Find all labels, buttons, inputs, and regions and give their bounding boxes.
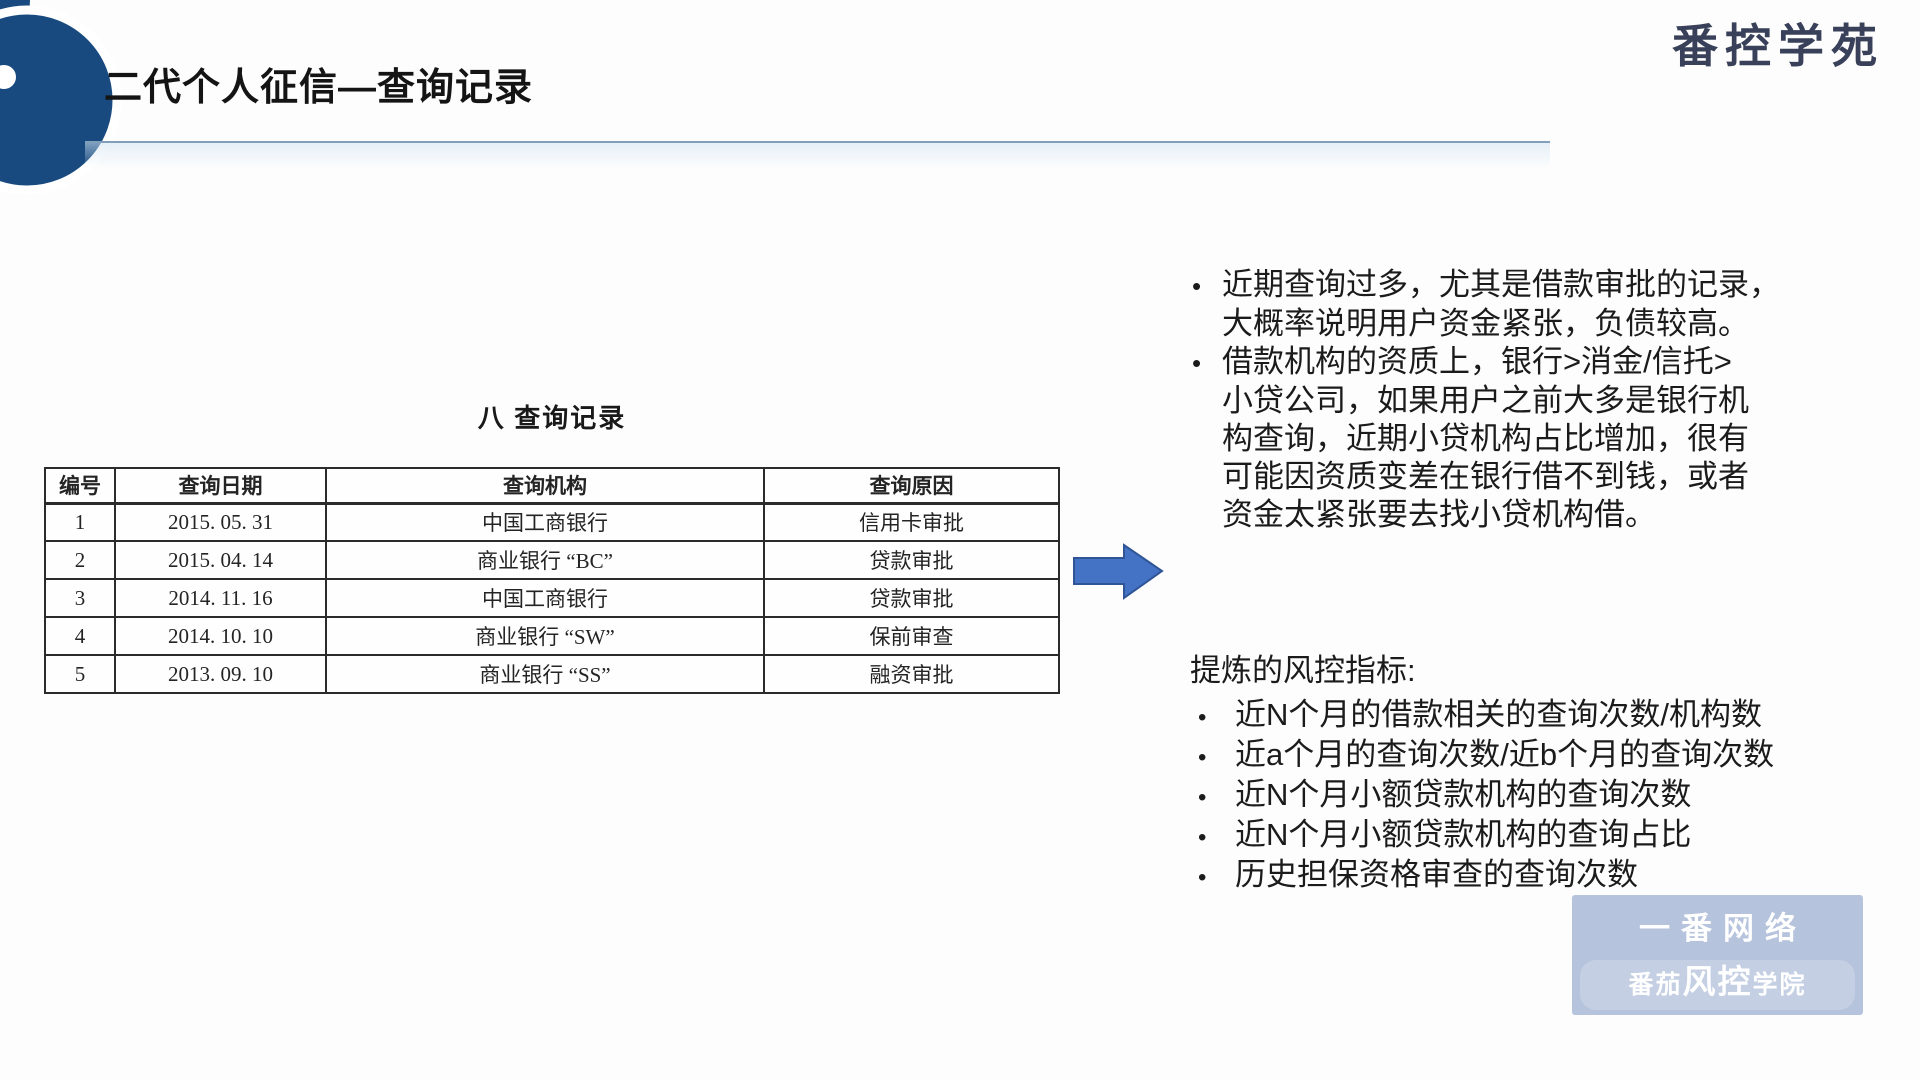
cell-date: 2015. 05. 31 xyxy=(114,502,327,542)
table-row: 2 2015. 04. 14 商业银行 “BC” 贷款审批 xyxy=(44,540,1060,580)
cell-org: 商业银行 “SS” xyxy=(325,654,765,694)
table-row: 3 2014. 11. 16 中国工商银行 贷款审批 xyxy=(44,578,1060,618)
badge-inner-band xyxy=(1580,960,1855,1010)
inquiry-records-table: 编号 查询日期 查询机构 查询原因 1 2015. 05. 31 中国工商银行 … xyxy=(44,467,1060,694)
column-header-org: 查询机构 xyxy=(325,467,765,505)
risk-indicators: 提炼的风控指标: • 近N个月的借款相关的查询次数/机构数 • 近a个月的查询次数/… xyxy=(1190,652,1870,896)
white-dot-shape xyxy=(0,65,16,89)
indicator-item: • 近N个月的借款相关的查询次数/机构数 xyxy=(1190,696,1870,736)
corner-circle-decoration xyxy=(0,0,122,195)
cell-no: 4 xyxy=(44,616,116,656)
column-header-no: 编号 xyxy=(44,467,116,505)
indicator-item: • 近N个月小额贷款机构的查询占比 xyxy=(1190,816,1870,856)
brand-logo: 番控学苑 xyxy=(1672,20,1884,72)
indicator-text: 近a个月的查询次数/近b个月的查询次数 xyxy=(1235,737,1775,772)
cell-date: 2014. 10. 10 xyxy=(114,616,327,656)
cell-org: 商业银行 “SW” xyxy=(325,616,765,656)
cell-reason: 保前审查 xyxy=(763,616,1060,656)
cell-reason: 信用卡审批 xyxy=(763,502,1060,542)
bullet-marker: • xyxy=(1198,824,1207,851)
analysis-text: 大概率说明用户资金紧张，负债较高。 xyxy=(1222,306,1749,341)
analysis-line: 资金太紧张要去找小贷机构借。 xyxy=(1192,496,1857,534)
analysis-text: 资金太紧张要去找小贷机构借。 xyxy=(1222,497,1656,532)
indicators-heading: 提炼的风控指标: xyxy=(1190,653,1416,688)
arrow-shape xyxy=(1073,543,1164,600)
badge-company-name: 一番网络 xyxy=(1639,911,1807,946)
cell-org: 中国工商银行 xyxy=(325,502,765,542)
indicator-text: 近N个月小额贷款机构的查询占比 xyxy=(1235,817,1692,852)
bullet-marker: • xyxy=(1192,348,1202,378)
table-row: 1 2015. 05. 31 中国工商银行 信用卡审批 xyxy=(44,502,1060,542)
right-arrow-icon xyxy=(1073,543,1164,600)
cell-reason: 融资审批 xyxy=(763,654,1060,694)
bullet-marker: • xyxy=(1198,704,1207,731)
page-title: 二代个人征信—查询记录 xyxy=(104,67,534,109)
bullet-marker: • xyxy=(1198,744,1207,771)
analysis-text: 构查询，近期小贷机构占比增加，很有 xyxy=(1222,421,1749,456)
cell-date: 2014. 11. 16 xyxy=(114,578,327,618)
analysis-notes: • 近期查询过多，尤其是借款审批的记录， 大概率说明用户资金紧张，负债较高。 • 借… xyxy=(1192,266,1857,534)
cell-no: 3 xyxy=(44,578,116,618)
cell-no: 5 xyxy=(44,654,116,694)
table-row: 5 2013. 09. 10 商业银行 “SS” 融资审批 xyxy=(44,654,1060,694)
analysis-line: 小贷公司，如果用户之前大多是银行机 xyxy=(1192,382,1857,420)
analysis-text: 近期查询过多，尤其是借款审批的记录， xyxy=(1222,267,1780,302)
indicator-text: 近N个月小额贷款机构的查询次数 xyxy=(1235,777,1692,812)
title-divider xyxy=(85,141,1550,143)
bullet-marker: • xyxy=(1192,271,1202,301)
badge-academy-emphasis: 风控 xyxy=(1682,963,1753,1000)
indicator-item: • 历史担保资格审查的查询次数 xyxy=(1190,856,1870,896)
cell-date: 2015. 04. 14 xyxy=(114,540,327,580)
cell-reason: 贷款审批 xyxy=(763,578,1060,618)
indicator-item: • 近a个月的查询次数/近b个月的查询次数 xyxy=(1190,736,1870,776)
table-caption: 八 查询记录 xyxy=(477,404,627,433)
cell-no: 1 xyxy=(44,502,116,542)
bullet-marker: • xyxy=(1198,864,1207,891)
analysis-line: 构查询，近期小贷机构占比增加，很有 xyxy=(1192,420,1857,458)
analysis-text: 小贷公司，如果用户之前大多是银行机 xyxy=(1222,383,1749,418)
cell-date: 2013. 09. 10 xyxy=(114,654,327,694)
bullet-marker: • xyxy=(1198,784,1207,811)
indicator-text: 近N个月的借款相关的查询次数/机构数 xyxy=(1235,697,1762,732)
cell-reason: 贷款审批 xyxy=(763,540,1060,580)
title-divider-glow xyxy=(85,143,1550,169)
table-row: 4 2014. 10. 10 商业银行 “SW” 保前审查 xyxy=(44,616,1060,656)
column-header-reason: 查询原因 xyxy=(763,467,1060,505)
indicator-item: • 近N个月小额贷款机构的查询次数 xyxy=(1190,776,1870,816)
footer-brand-badge: 一番网络 番茄风控学院 xyxy=(1572,895,1863,1015)
analysis-text: 借款机构的资质上，银行>消金/信托> xyxy=(1222,344,1732,379)
cell-no: 2 xyxy=(44,540,116,580)
indicator-text: 历史担保资格审查的查询次数 xyxy=(1235,857,1638,892)
badge-academy-suffix: 学院 xyxy=(1752,971,1807,999)
badge-academy-name: 番茄风控学院 xyxy=(1572,955,1863,1003)
cell-org: 中国工商银行 xyxy=(325,578,765,618)
badge-academy-prefix: 番茄 xyxy=(1628,971,1683,999)
table-header-row: 编号 查询日期 查询机构 查询原因 xyxy=(44,467,1060,505)
cell-org: 商业银行 “BC” xyxy=(325,540,765,580)
analysis-line: 大概率说明用户资金紧张，负债较高。 xyxy=(1192,305,1857,343)
analysis-line: 可能因资质变差在银行借不到钱，或者 xyxy=(1192,458,1857,496)
analysis-line: • 近期查询过多，尤其是借款审批的记录， xyxy=(1192,266,1857,305)
column-header-date: 查询日期 xyxy=(114,467,327,505)
analysis-line: • 借款机构的资质上，银行>消金/信托> xyxy=(1192,343,1857,382)
analysis-text: 可能因资质变差在银行借不到钱，或者 xyxy=(1222,459,1749,494)
